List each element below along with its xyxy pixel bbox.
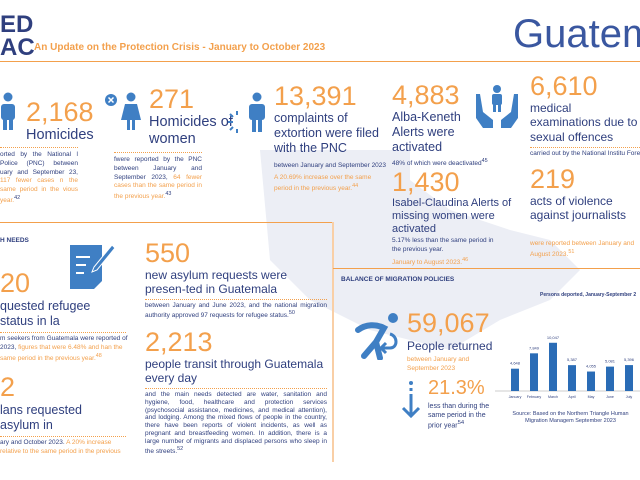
decrease-desc: less than during the same period in the … xyxy=(428,403,490,430)
section-border xyxy=(332,222,334,462)
divider xyxy=(145,299,327,300)
homicides-value: 2,168 xyxy=(26,97,94,127)
bar-value-label: 7,849 xyxy=(529,345,540,350)
refugee-desc: m seekers from Guatemala were reported o… xyxy=(0,335,128,362)
hands-child-icon xyxy=(476,85,518,128)
bar-june xyxy=(606,366,614,391)
x-tick-label: January xyxy=(509,395,522,399)
medical-exams-value: 6,610 xyxy=(530,71,598,101)
map-background xyxy=(260,150,580,350)
transit-label: people transit through Guatemala every d… xyxy=(145,357,324,386)
divider xyxy=(0,147,78,148)
x-tick-label: June xyxy=(606,395,614,399)
person-returning-icon xyxy=(355,313,398,360)
extortion-label: complaints of extortion were filed with … xyxy=(274,111,379,155)
isabel-claudina-period: January to August 2023.46 xyxy=(392,257,469,267)
women-homicides-desc: fwere reported by the PNC between Januar… xyxy=(114,156,203,201)
transit-value: 2,213 xyxy=(145,327,213,357)
journalists-value: 219 xyxy=(530,164,576,194)
women-homicides-label: Homicides of women xyxy=(149,114,233,148)
x-tick-label: May xyxy=(588,395,595,399)
x-tick-label: February xyxy=(527,395,542,399)
bar-value-label: 4,055 xyxy=(586,364,597,369)
arrow-down-icon xyxy=(401,381,421,419)
deportation-chart: 4,648 January 7,849 February 10,047 March 5,38… xyxy=(495,335,640,399)
journalists-desc: were reported between January and August… xyxy=(530,240,635,258)
refugee-value: 20 xyxy=(0,268,31,298)
asylum-in-label: new asylum requests were presen-ted in G… xyxy=(145,268,288,297)
bar-april xyxy=(568,365,576,391)
person-icon xyxy=(1,92,15,130)
divider xyxy=(0,332,126,333)
asylum-in-value: 550 xyxy=(145,238,191,268)
person-extortion-icon xyxy=(228,92,265,133)
extortion-desc: between January and September 2023 xyxy=(274,162,387,169)
isabel-claudina-desc: 5.17% less than the same period in the p… xyxy=(392,237,494,253)
chart-source: Source: Based on the Northern Triangle H… xyxy=(512,411,629,425)
bar-value-label: 5,387 xyxy=(567,357,578,362)
bar-value-label: 4,648 xyxy=(510,361,521,366)
migration-heading: BALANCE OF MIGRATION POLICIES xyxy=(341,276,455,283)
section-border xyxy=(333,268,640,269)
bar-march xyxy=(549,342,557,391)
page-subtitle: An Update on the Protection Crisis - Jan… xyxy=(34,42,326,53)
decrease-pct: 21.3% xyxy=(428,377,485,399)
homicides-label: Homicides xyxy=(26,127,94,143)
extortion-value: 13,391 xyxy=(274,81,357,111)
medical-exams-desc: carried out by the National Institu Fore… xyxy=(530,150,640,157)
returned-value: 59,067 xyxy=(407,308,490,338)
x-tick-label: March xyxy=(548,395,558,399)
logo: ED AC xyxy=(0,11,35,61)
document-pen-icon xyxy=(70,244,116,289)
divider xyxy=(114,152,202,153)
bar-february xyxy=(530,353,538,391)
journalists-label: acts of violence against journalists xyxy=(530,194,627,223)
country-title: Guatem xyxy=(513,12,640,56)
women-homicides-value: 271 xyxy=(149,84,195,114)
asylum-in-desc: between January and June 2023, and the n… xyxy=(145,302,327,320)
needs-heading: H NEEDS xyxy=(0,237,29,244)
bar-value-label: 5,081 xyxy=(605,359,616,364)
alba-keneth-label: Alba-Keneth Alerts were activated xyxy=(392,110,461,154)
extortion-increase: A 20.69% increase over the same period i… xyxy=(274,174,372,192)
woman-x-icon xyxy=(105,92,141,130)
medical-exams-label: medical examinations due to sexual offen… xyxy=(530,101,638,144)
asylum-out-value: 2 xyxy=(0,372,16,402)
x-tick-label: April xyxy=(568,395,575,399)
divider xyxy=(530,147,640,148)
alba-keneth-desc: 48% of which were deactivated45 xyxy=(392,158,488,168)
divider xyxy=(145,388,327,389)
bar-value-label: 5,396 xyxy=(624,357,635,362)
asylum-out-desc: ary and October 2023. A 20% increase rel… xyxy=(0,439,121,455)
asylum-out-label: lans requested asylum in xyxy=(0,403,83,432)
section-border xyxy=(0,222,333,223)
homicides-desc: orted by the National l Police (PNC) bet… xyxy=(0,151,78,204)
bar-january xyxy=(511,368,519,391)
bar-july xyxy=(625,365,633,391)
header-divider xyxy=(0,61,640,62)
returned-desc: between January and September 2023 xyxy=(407,356,470,372)
x-tick-label: July xyxy=(626,395,633,399)
transit-desc: and the main needs detected are water, s… xyxy=(145,391,327,455)
chart-title: Persons deported, January-September 2 xyxy=(540,292,637,298)
alba-keneth-value: 4,883 xyxy=(392,80,460,110)
divider xyxy=(0,436,126,437)
refugee-label: quested refugee status in la xyxy=(0,299,91,328)
returned-label: People returned xyxy=(407,339,493,353)
isabel-claudina-label: Isabel-Claudina Alerts of missing women … xyxy=(392,197,512,236)
bar-may xyxy=(587,371,595,391)
bar-value-label: 10,047 xyxy=(547,335,560,340)
isabel-claudina-value: 1,430 xyxy=(392,167,460,197)
